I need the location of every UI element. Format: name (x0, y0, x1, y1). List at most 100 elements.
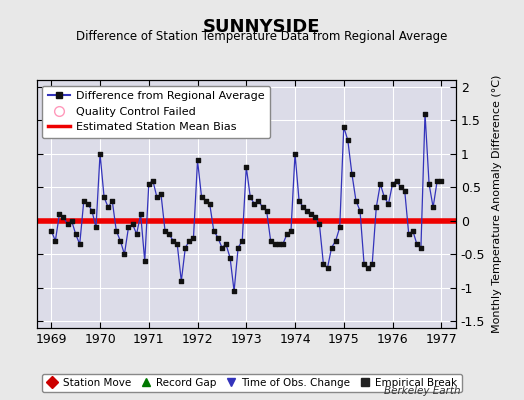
Point (254, 198, 263, 204)
Point (437, 177, 445, 184)
Point (340, 124, 348, 130)
Point (380, 194, 389, 200)
Point (258, 204, 267, 210)
Point (368, 261, 376, 268)
Legend: Station Move, Record Gap, Time of Obs. Change, Empirical Break: Station Move, Record Gap, Time of Obs. C… (42, 374, 462, 392)
Point (303, 208, 311, 214)
Point (384, 201, 392, 207)
Point (214, 234, 222, 241)
Point (100, 194, 108, 200)
Point (80, 198, 88, 204)
Point (234, 244, 242, 251)
Point (63, 221, 72, 227)
Point (433, 177, 441, 184)
Point (165, 231, 173, 237)
Point (421, 110, 429, 117)
Point (185, 238, 193, 244)
Point (189, 234, 198, 241)
Point (364, 264, 373, 271)
Point (397, 184, 405, 190)
Point (335, 224, 344, 231)
Point (287, 228, 295, 234)
Point (356, 208, 364, 214)
Text: SUNNYSIDE: SUNNYSIDE (203, 18, 321, 36)
Point (230, 288, 238, 294)
Point (238, 238, 246, 244)
Point (198, 194, 206, 200)
Point (267, 238, 275, 244)
Point (173, 241, 181, 248)
Point (136, 211, 145, 217)
Point (242, 164, 250, 170)
Point (429, 204, 438, 210)
Point (92, 224, 100, 231)
Point (145, 181, 153, 187)
Point (311, 214, 320, 221)
Point (344, 137, 352, 144)
Point (47, 228, 56, 234)
Point (282, 231, 291, 237)
Point (413, 241, 421, 248)
Point (161, 228, 169, 234)
Point (124, 224, 133, 231)
Point (202, 198, 210, 204)
Point (352, 198, 360, 204)
Point (275, 241, 283, 248)
Point (307, 211, 315, 217)
Point (205, 201, 214, 207)
Text: Difference of Station Temperature Data from Regional Average: Difference of Station Temperature Data f… (77, 30, 447, 43)
Point (400, 187, 409, 194)
Point (75, 241, 84, 248)
Point (133, 231, 141, 237)
Point (392, 177, 401, 184)
Point (279, 241, 287, 248)
Point (177, 278, 185, 284)
Point (425, 181, 433, 187)
Point (263, 208, 271, 214)
Point (55, 211, 63, 217)
Point (169, 238, 177, 244)
Point (332, 238, 340, 244)
Point (348, 171, 356, 177)
Text: Berkeley Earth: Berkeley Earth (385, 386, 461, 396)
Point (246, 194, 255, 200)
Point (112, 228, 121, 234)
Point (51, 238, 60, 244)
Point (71, 231, 80, 237)
Point (222, 241, 230, 248)
Point (291, 150, 299, 157)
Point (376, 181, 385, 187)
Point (388, 181, 397, 187)
Point (417, 244, 425, 251)
Point (108, 198, 116, 204)
Point (181, 244, 190, 251)
Point (372, 204, 380, 210)
Point (226, 254, 234, 261)
Point (193, 157, 202, 164)
Point (96, 150, 104, 157)
Point (250, 201, 259, 207)
Point (328, 244, 336, 251)
Point (299, 204, 308, 210)
Point (120, 251, 128, 258)
Point (149, 177, 157, 184)
Point (68, 218, 76, 224)
Point (157, 191, 165, 197)
Point (104, 204, 112, 210)
Point (152, 194, 161, 200)
Point (315, 221, 324, 227)
Point (59, 214, 68, 221)
Point (323, 264, 332, 271)
Point (295, 198, 303, 204)
Point (405, 231, 413, 237)
Point (116, 238, 125, 244)
Point (84, 201, 92, 207)
Point (360, 261, 368, 268)
Point (128, 221, 137, 227)
Y-axis label: Monthly Temperature Anomaly Difference (°C): Monthly Temperature Anomaly Difference (… (492, 75, 502, 333)
Point (270, 241, 279, 248)
Point (409, 228, 417, 234)
Point (319, 261, 328, 268)
Point (210, 228, 218, 234)
Point (140, 258, 149, 264)
